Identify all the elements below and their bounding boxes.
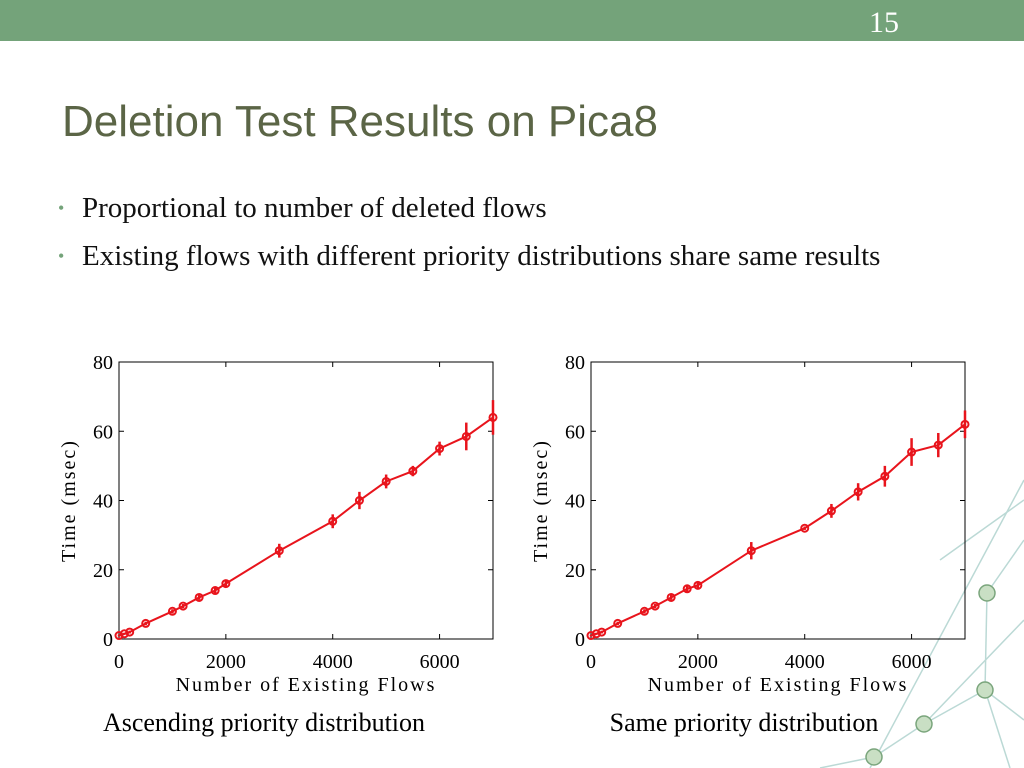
y-tick-label: 20 — [93, 560, 113, 582]
data-point — [328, 516, 338, 526]
y-axis-label: Time (msec) — [58, 439, 80, 562]
data-point — [114, 631, 124, 641]
decoration-nodes — [865, 584, 996, 766]
data-point — [141, 618, 151, 628]
data-point — [274, 546, 284, 556]
bullet-text: Proportional to number of deleted flows — [82, 192, 547, 224]
x-tick-label: 2000 — [206, 651, 246, 673]
y-tick-label: 80 — [93, 352, 113, 374]
x-tick-label: 4000 — [785, 651, 825, 673]
data-point — [960, 419, 970, 429]
x-tick-label: 4000 — [313, 651, 353, 673]
x-axis-label: Number of Existing Flows — [648, 674, 909, 696]
x-axis-label: Number of Existing Flows — [176, 674, 437, 696]
data-point — [933, 440, 943, 450]
data-point — [666, 592, 676, 602]
x-tick-label: 0 — [586, 651, 596, 673]
data-point — [354, 496, 364, 505]
y-tick-label: 60 — [565, 421, 585, 443]
data-point — [194, 592, 204, 602]
plot-frame — [118, 361, 494, 640]
y-tick-label: 0 — [103, 629, 113, 651]
data-point — [488, 412, 498, 422]
data-point — [800, 523, 810, 533]
bullet-box: Existing flows with different priority d… — [82, 240, 881, 272]
data-point — [435, 444, 445, 454]
data-point — [167, 606, 177, 616]
data-point — [650, 601, 660, 611]
slide-number: 15 — [869, 6, 899, 39]
x-tick-label: 6000 — [420, 651, 460, 673]
y-tick-label: 40 — [565, 491, 585, 513]
header-bar — [0, 0, 1024, 41]
data-point — [880, 471, 890, 481]
bullet: • — [58, 246, 64, 266]
data-point — [125, 627, 135, 637]
data-point — [381, 476, 391, 486]
data-point — [119, 629, 129, 639]
data-point — [907, 447, 917, 457]
y-tick-label: 0 — [575, 629, 585, 651]
bullet-text: Existing flows with different priority d… — [82, 240, 881, 272]
decoration — [819, 479, 1024, 768]
y-tick-label: 80 — [565, 352, 585, 374]
plot-frame — [590, 361, 966, 640]
data-point — [221, 579, 231, 589]
y-tick-label: 20 — [565, 560, 585, 582]
chart-caption: Same priority distribution — [610, 708, 879, 737]
data-point — [591, 629, 601, 639]
data-point — [746, 546, 756, 556]
data-point — [826, 506, 836, 516]
data-point — [586, 631, 596, 641]
y-tick-label: 60 — [93, 421, 113, 443]
x-tick-label: 2000 — [678, 651, 718, 673]
y-axis-label: Time (msec) — [530, 439, 552, 562]
data-point — [210, 586, 220, 596]
y-tick-label: 40 — [93, 491, 113, 513]
bullet: • — [58, 198, 64, 218]
data-point — [178, 601, 188, 611]
slide-title: Deletion Test Results on Pica8 — [62, 97, 658, 146]
x-tick-label: 6000 — [892, 651, 932, 673]
data-point — [693, 580, 703, 590]
data-line — [590, 423, 966, 637]
x-tick-label: 0 — [114, 651, 124, 673]
data-point — [408, 466, 418, 476]
data-point — [613, 618, 623, 628]
chart-caption: Ascending priority distribution — [103, 708, 425, 737]
data-point — [597, 627, 607, 637]
data-point — [682, 584, 692, 594]
data-point — [461, 431, 471, 441]
data-point — [853, 487, 863, 497]
data-point — [639, 606, 649, 616]
